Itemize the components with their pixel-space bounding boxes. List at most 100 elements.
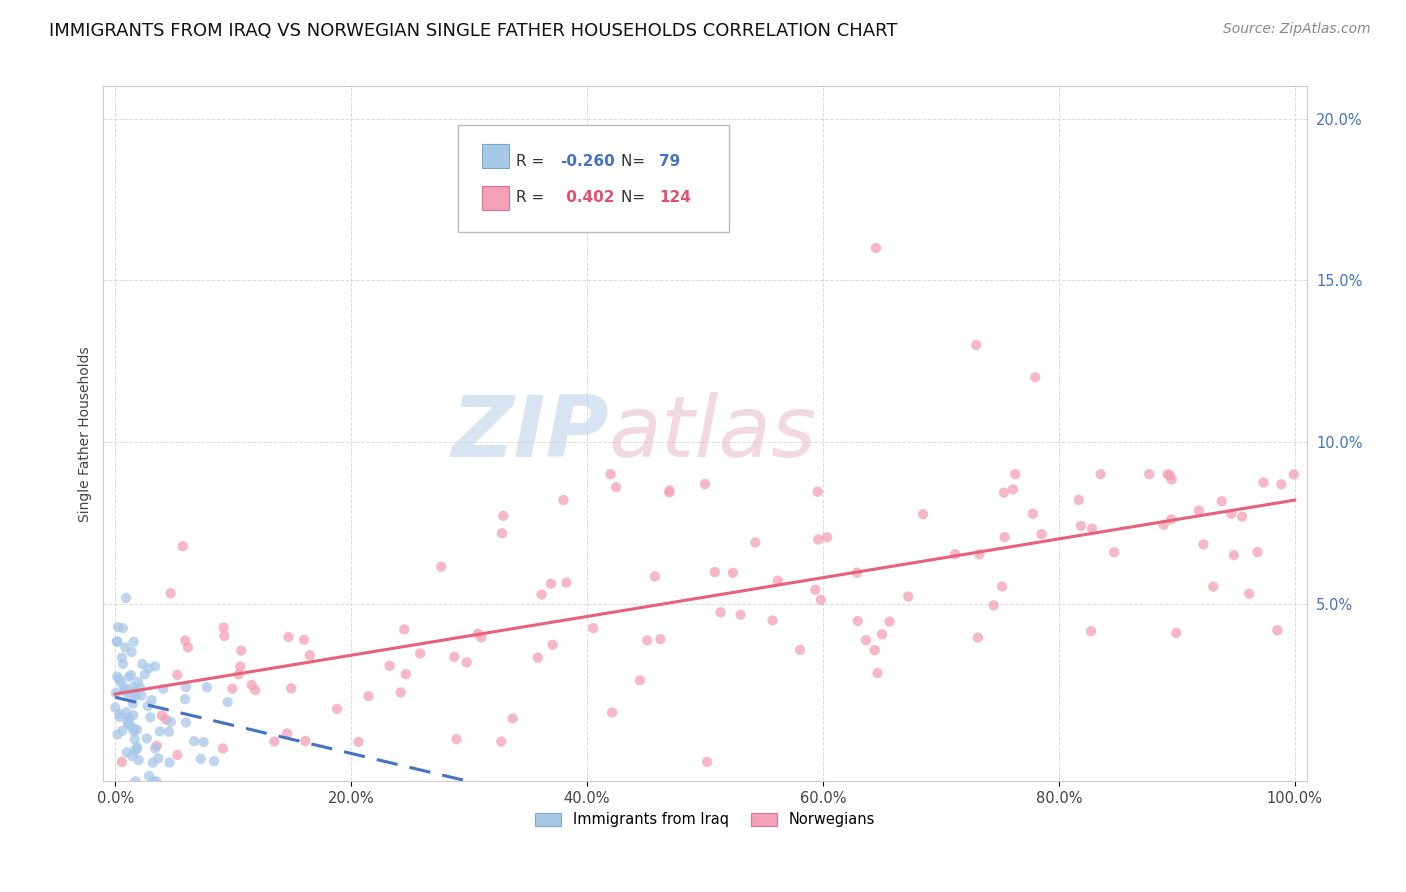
Point xyxy=(644,569,666,583)
Point xyxy=(658,483,681,498)
Point xyxy=(1137,467,1160,482)
Point xyxy=(582,621,605,635)
Point xyxy=(107,727,129,741)
Point xyxy=(159,586,181,600)
Point xyxy=(120,719,142,733)
Point xyxy=(1081,522,1104,536)
Point xyxy=(807,484,830,499)
Point xyxy=(117,716,139,731)
Point xyxy=(166,747,188,762)
Point xyxy=(114,640,136,655)
Point xyxy=(135,731,157,746)
Point xyxy=(378,658,401,673)
Point xyxy=(148,751,170,765)
Point xyxy=(145,774,167,789)
Point xyxy=(143,741,166,756)
Point xyxy=(141,693,163,707)
Point xyxy=(183,734,205,748)
Point xyxy=(131,657,153,671)
Point xyxy=(491,734,513,748)
Point xyxy=(1230,509,1253,524)
Point xyxy=(1282,467,1305,482)
Point xyxy=(456,656,478,670)
Point xyxy=(228,667,250,681)
Point xyxy=(1090,467,1112,482)
Point xyxy=(152,681,174,696)
Point xyxy=(357,689,380,703)
Point xyxy=(104,686,127,700)
Point xyxy=(855,633,877,648)
Point xyxy=(1067,492,1090,507)
Point xyxy=(124,683,146,698)
Point xyxy=(897,590,920,604)
Point xyxy=(1160,512,1182,526)
Point xyxy=(125,741,148,756)
Point xyxy=(124,732,146,747)
Point xyxy=(1102,545,1125,559)
Point xyxy=(105,634,128,648)
Point xyxy=(125,723,148,737)
Point xyxy=(994,530,1017,544)
Point xyxy=(845,566,868,580)
Point xyxy=(121,749,143,764)
Point xyxy=(174,692,197,706)
Point xyxy=(125,774,148,789)
Point xyxy=(1188,503,1211,517)
Point xyxy=(240,678,263,692)
Point xyxy=(111,755,134,769)
Point xyxy=(193,735,215,749)
Point xyxy=(991,580,1014,594)
Point xyxy=(658,485,681,500)
FancyBboxPatch shape xyxy=(482,186,509,210)
Point xyxy=(628,673,651,688)
Point xyxy=(863,643,886,657)
Point xyxy=(122,697,145,711)
Point xyxy=(730,607,752,622)
Point xyxy=(124,689,146,703)
Point xyxy=(131,689,153,703)
Point xyxy=(159,714,181,729)
FancyBboxPatch shape xyxy=(482,144,509,169)
Point xyxy=(599,467,621,482)
Point xyxy=(115,745,138,759)
Point xyxy=(1080,624,1102,639)
Point xyxy=(326,702,349,716)
Point xyxy=(212,621,235,635)
Point xyxy=(105,669,128,683)
Point xyxy=(1159,468,1181,483)
Point xyxy=(277,630,299,644)
Point xyxy=(172,539,194,553)
Point xyxy=(470,631,492,645)
Point xyxy=(1022,507,1045,521)
Point xyxy=(138,769,160,783)
Point xyxy=(526,650,548,665)
Point xyxy=(174,680,197,694)
Point xyxy=(243,683,266,698)
Point xyxy=(149,724,172,739)
FancyBboxPatch shape xyxy=(458,125,730,232)
Point xyxy=(1031,527,1053,541)
Point xyxy=(122,722,145,736)
Point xyxy=(389,685,412,699)
Point xyxy=(229,659,252,673)
Text: R =: R = xyxy=(516,154,550,169)
Point xyxy=(1192,537,1215,551)
Text: 79: 79 xyxy=(659,154,681,169)
Text: N=: N= xyxy=(620,190,650,205)
Point xyxy=(766,574,789,588)
Text: R =: R = xyxy=(516,190,550,205)
Point xyxy=(127,740,149,755)
Point xyxy=(1070,519,1092,533)
Point xyxy=(136,699,159,714)
Point xyxy=(122,724,145,739)
Point xyxy=(221,681,243,696)
Point xyxy=(1246,545,1268,559)
Point xyxy=(553,493,575,508)
Point xyxy=(118,670,141,684)
Point xyxy=(111,621,134,635)
Point xyxy=(143,659,166,673)
Point xyxy=(115,705,138,719)
Point xyxy=(276,726,298,740)
Point xyxy=(115,591,138,605)
Point xyxy=(134,667,156,681)
